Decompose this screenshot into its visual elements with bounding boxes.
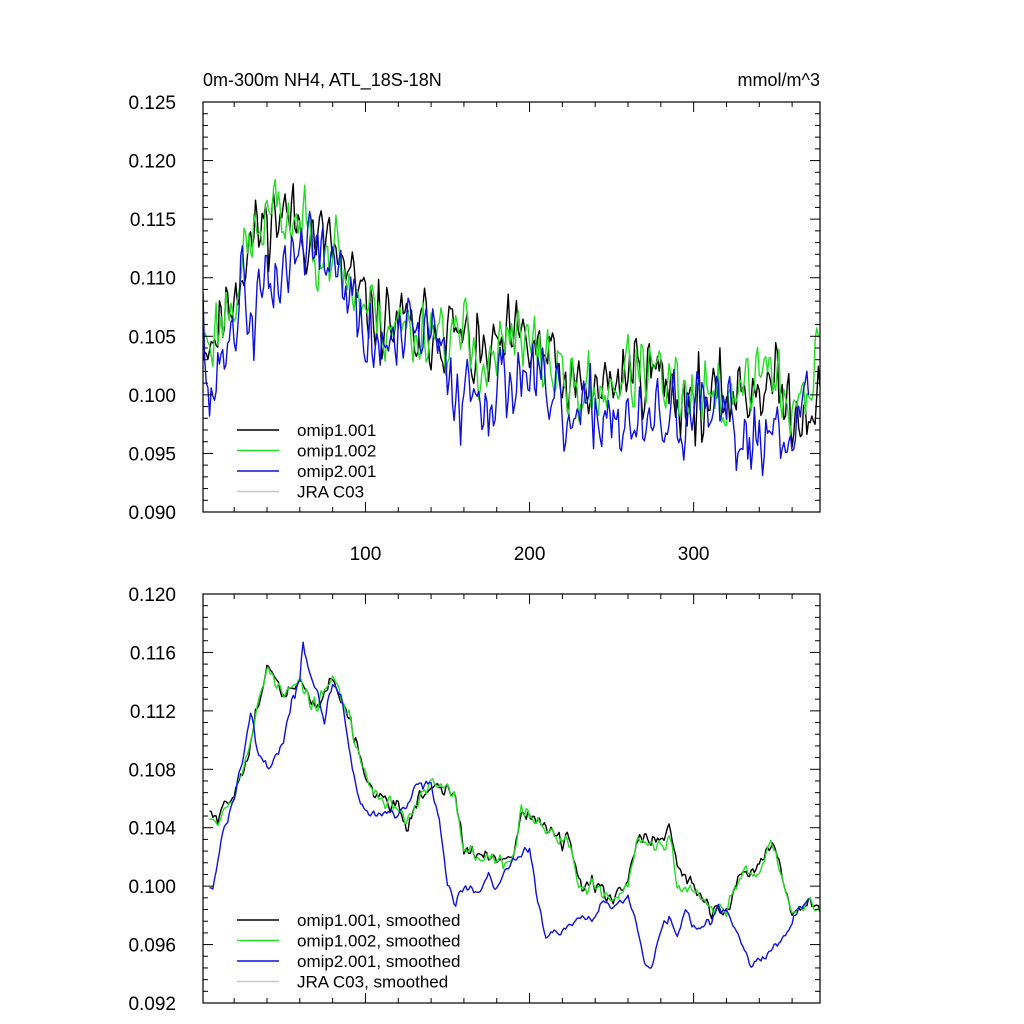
y-tick-label: 0.095: [128, 444, 176, 465]
y-tick-label: 0.108: [128, 760, 176, 781]
x-tick-label: 100: [350, 544, 382, 565]
x-tick-label: 300: [678, 544, 710, 565]
legend-label: omip1.001: [297, 421, 376, 440]
y-tick-label: 0.100: [128, 386, 176, 407]
plot-area: [209, 641, 820, 969]
legend-label: JRA C03: [297, 483, 364, 502]
plot-frame: [202, 593, 821, 1004]
y-tick-label: 0.096: [128, 936, 176, 957]
legend-label: JRA C03, smoothed: [297, 973, 448, 992]
y-tick-label: 0.110: [130, 269, 176, 290]
x-tick-label: 200: [514, 544, 546, 565]
legend-label: omip1.001, smoothed: [297, 911, 461, 930]
series-line-omip1-002: [203, 178, 820, 437]
series-line-omip1-002-smoothed: [209, 667, 820, 918]
y-tick-label: 0.112: [130, 702, 176, 723]
legend-label: omip1.002: [297, 442, 376, 461]
y-tick-label: 0.115: [130, 210, 176, 231]
chart-title: 0m-300m NH4, ATL_18S-18N: [203, 70, 442, 91]
legend: omip1.001, smoothed omip1.002, smoothedom…: [237, 911, 461, 992]
units-label: mmol/m^3: [738, 70, 820, 90]
y-tick-label: 0.125: [128, 93, 176, 114]
top-panel: 0.090 0.095 0.100 0.105 0.110 0.115 0.120 0.125…: [128, 70, 821, 565]
y-tick-label: 0.116: [130, 643, 176, 664]
y-tick-label: 0.120: [128, 152, 176, 173]
y-tick-label: 0.105: [128, 327, 176, 348]
y-tick-label: 0.090: [128, 503, 176, 524]
y-tick-label: 0.100: [128, 877, 176, 898]
series-line-omip2-001: [203, 210, 810, 477]
y-tick-label: 0.120: [128, 585, 176, 606]
legend-label: omip2.001: [297, 462, 376, 481]
bottom-panel: 0.092 0.096 0.100 0.104 0.108 0.112 0.116 0.120…: [128, 585, 821, 1015]
y-tick-label: 0.104: [128, 819, 176, 840]
plot-area: [203, 178, 820, 477]
series-line-omip2-001-smoothed: [209, 641, 810, 969]
legend-label: omip1.002, smoothed: [297, 932, 461, 951]
plot-frame: [202, 101, 821, 513]
y-tick-label: 0.092: [128, 994, 176, 1015]
legend-label: omip2.001, smoothed: [297, 952, 461, 971]
series-line-omip1-001-smoothed: [209, 664, 820, 920]
